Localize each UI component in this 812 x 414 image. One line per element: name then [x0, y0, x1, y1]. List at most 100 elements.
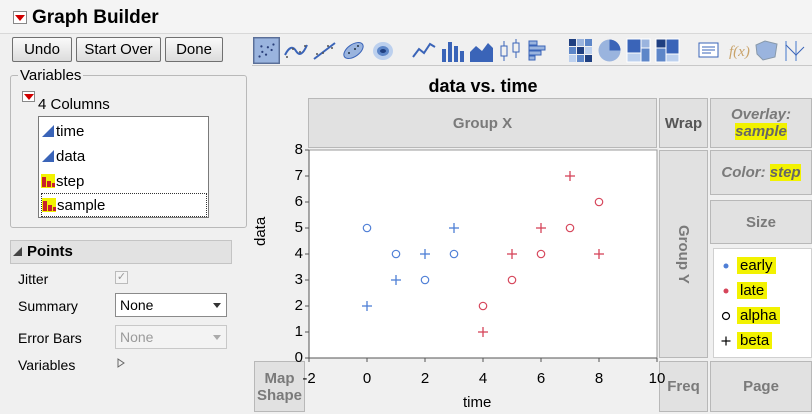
- x-axis-label: time: [463, 394, 492, 411]
- title-bar: [0, 0, 812, 34]
- toolbar-divider: [252, 65, 812, 66]
- legend-marker-icon: [721, 286, 733, 296]
- nominal-icon: [41, 174, 55, 188]
- bar-icon[interactable]: [439, 37, 466, 64]
- treemap-icon[interactable]: [625, 37, 652, 64]
- overlay-zone[interactable]: Overlay: sample: [710, 98, 812, 148]
- svg-text:f(x): f(x): [729, 44, 750, 60]
- legend-label: alpha: [737, 307, 780, 324]
- data-point-late-alpha: [594, 197, 604, 207]
- x-tick-label: 6: [536, 370, 546, 387]
- line-icon[interactable]: [410, 37, 437, 64]
- column-item-data[interactable]: data: [41, 144, 207, 168]
- column-item-sample[interactable]: sample: [41, 193, 207, 217]
- data-point-early-alpha: [449, 249, 459, 259]
- legend-item-early[interactable]: early: [721, 257, 776, 274]
- collapse-icon[interactable]: [11, 245, 23, 257]
- mosaic-icon[interactable]: [654, 37, 681, 64]
- data-point-early-beta: [362, 301, 372, 311]
- points-section-header[interactable]: Points: [10, 240, 232, 264]
- jitter-label: Jitter: [18, 271, 49, 287]
- legend-marker-icon: [721, 336, 733, 346]
- nominal-icon: [42, 198, 56, 212]
- data-point-early-alpha: [362, 223, 372, 233]
- expand-right-icon[interactable]: [117, 358, 125, 368]
- map-shape-zone[interactable]: Map Shape: [254, 361, 305, 412]
- data-point-late-alpha: [478, 301, 488, 311]
- group-x-zone[interactable]: Group X: [308, 98, 657, 148]
- smoother-icon[interactable]: [282, 37, 309, 64]
- y-tick-label: 7: [294, 167, 303, 184]
- data-point-early-alpha: [391, 249, 401, 259]
- y-tick-label: 1: [294, 323, 303, 340]
- ellipse-icon[interactable]: [340, 37, 367, 64]
- y-tick-label: 3: [294, 271, 303, 288]
- x-tick-label: -2: [302, 370, 316, 387]
- y-tick-label: 4: [294, 245, 303, 262]
- histogram-icon[interactable]: [526, 37, 553, 64]
- x-tick-label: 10: [648, 370, 666, 387]
- freq-zone[interactable]: Freq: [659, 361, 708, 412]
- error-bars-label: Error Bars: [18, 330, 82, 346]
- undo-button[interactable]: Undo: [12, 37, 72, 62]
- map-shapes-icon[interactable]: [753, 37, 780, 64]
- y-tick-label: 6: [294, 193, 303, 210]
- formula-icon[interactable]: f(x): [724, 37, 751, 64]
- start-over-button[interactable]: Start Over: [76, 37, 161, 62]
- size-zone[interactable]: Size: [710, 200, 812, 244]
- legend-item-alpha[interactable]: alpha: [721, 307, 780, 324]
- chevron-down-icon: [213, 303, 221, 308]
- column-item-time[interactable]: time: [41, 119, 207, 143]
- caption-box-icon[interactable]: [695, 37, 722, 64]
- legend-marker-icon: [721, 261, 733, 271]
- y-tick-label: 5: [294, 219, 303, 236]
- legend-label: late: [737, 282, 768, 299]
- data-point-late-beta: [565, 171, 575, 181]
- error-bars-select: None: [115, 325, 227, 349]
- x-tick-label: 4: [478, 370, 488, 387]
- column-list[interactable]: time data step sample: [38, 116, 209, 218]
- data-point-early-beta: [449, 223, 459, 233]
- legend-item-late[interactable]: late: [721, 282, 768, 299]
- red-triangle-menu-icon[interactable]: [13, 11, 27, 24]
- continuous-icon: [42, 150, 54, 162]
- line-of-fit-icon[interactable]: [311, 37, 338, 64]
- wrap-zone[interactable]: Wrap: [659, 98, 708, 148]
- legend-item-beta[interactable]: beta: [721, 332, 773, 349]
- data-point-early-beta: [391, 275, 401, 285]
- jitter-checkbox[interactable]: ✓: [115, 271, 128, 284]
- heatmap-icon[interactable]: [567, 37, 594, 64]
- window-title: Graph Builder: [32, 7, 159, 28]
- parallel-icon[interactable]: [782, 37, 809, 64]
- done-button[interactable]: Done: [165, 37, 223, 62]
- data-point-early-beta: [420, 249, 430, 259]
- contour-icon[interactable]: [369, 37, 396, 64]
- data-point-late-alpha: [507, 275, 517, 285]
- legend-label: early: [737, 257, 776, 274]
- plot-area: [308, 149, 658, 359]
- x-tick-label: 8: [594, 370, 604, 387]
- data-point-late-beta: [478, 327, 488, 337]
- summary-select[interactable]: None: [115, 293, 227, 317]
- variables-option-label: Variables: [18, 357, 76, 373]
- columns-menu-icon[interactable]: [22, 91, 35, 102]
- data-point-late-alpha: [536, 249, 546, 259]
- data-point-late-beta: [507, 249, 517, 259]
- data-point-early-alpha: [420, 275, 430, 285]
- page-zone[interactable]: Page: [710, 361, 812, 412]
- area-icon[interactable]: [468, 37, 495, 64]
- x-tick-label: 0: [362, 370, 372, 387]
- group-y-zone[interactable]: Group Y: [659, 150, 708, 358]
- data-point-late-beta: [536, 223, 546, 233]
- y-axis-label: data: [252, 216, 269, 246]
- color-zone[interactable]: Color: step: [710, 150, 812, 195]
- column-item-step[interactable]: step: [41, 169, 207, 193]
- summary-label: Summary: [18, 298, 78, 314]
- points-icon[interactable]: [253, 37, 280, 64]
- legend-marker-icon: [721, 311, 733, 321]
- box-plot-icon[interactable]: [497, 37, 524, 64]
- y-tick-label: 8: [294, 141, 303, 158]
- pie-icon[interactable]: [596, 37, 623, 64]
- chart-title: data vs. time: [428, 76, 538, 96]
